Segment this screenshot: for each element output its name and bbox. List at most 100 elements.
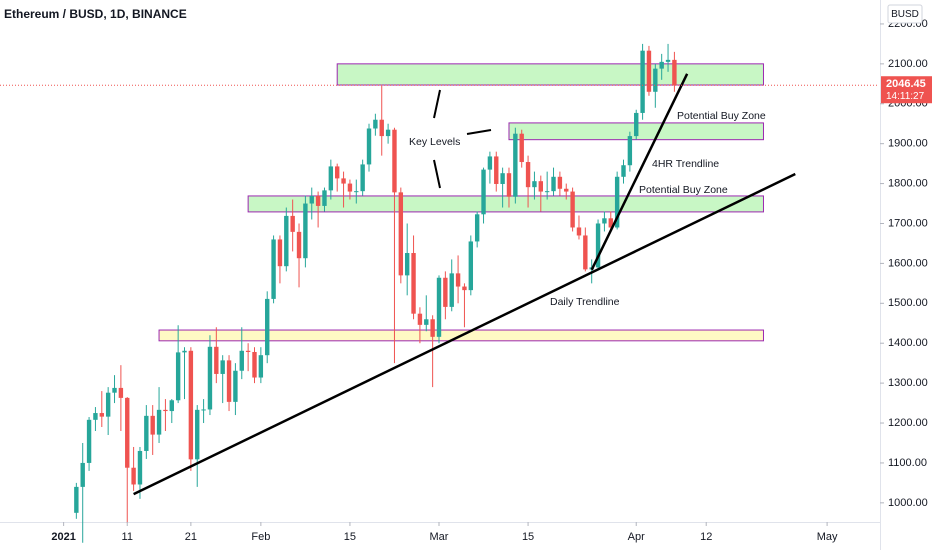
pointer-line (433, 159, 441, 189)
candle-body (404, 253, 410, 276)
candle-body (112, 387, 117, 393)
currency[interactable]: BUSD (891, 9, 919, 20)
x-tick-label: 15 (344, 531, 356, 543)
drawings (133, 73, 796, 496)
candle-body (252, 351, 257, 378)
trendline (590, 73, 689, 271)
x-tick-label: Apr (628, 531, 645, 543)
candle-body (258, 355, 264, 378)
candle-body (474, 214, 480, 242)
zone (336, 63, 764, 86)
candle-body (341, 178, 346, 184)
x-tick-label: 12 (700, 531, 712, 543)
annotation: Potential Buy Zone (639, 184, 728, 196)
candle-body (544, 191, 550, 193)
y-tick-label: 1500.00 (888, 297, 928, 309)
candle-body (169, 400, 174, 412)
candle-body (436, 277, 442, 337)
last-price-label: 2046.45 (886, 78, 926, 90)
x-tick-label: 2021 (51, 531, 75, 543)
candle-body (532, 181, 537, 188)
y-tick-label: 1800.00 (888, 177, 928, 189)
candle-body (672, 59, 677, 86)
y-tick-label: 1000.00 (888, 497, 928, 509)
candle-body (347, 183, 353, 192)
candle-body (417, 313, 423, 325)
y-tick-label: 1200.00 (888, 417, 928, 429)
candle-body (99, 413, 104, 417)
candle-body (411, 253, 416, 314)
candle-body (513, 133, 518, 197)
candle-body (175, 352, 181, 401)
candle-body (646, 50, 652, 92)
candle-body (634, 112, 639, 137)
candle-body (322, 190, 327, 206)
candle-body (226, 360, 232, 402)
candle-body (659, 61, 664, 69)
candle-body (195, 409, 200, 460)
candle-body (627, 136, 633, 166)
candle-body (239, 350, 244, 371)
candle-body (125, 397, 130, 468)
candle-body (105, 392, 111, 417)
y-tick-label: 1100.00 (888, 457, 927, 469)
candle-body (233, 370, 238, 402)
candle-body (614, 176, 620, 228)
candle-body (271, 239, 276, 299)
x-tick-label: May (817, 531, 838, 543)
candle-body (500, 173, 505, 184)
candle-body (118, 387, 124, 398)
x-tick-label: Mar (430, 531, 449, 543)
pointer-line (466, 129, 492, 135)
candle-body (303, 203, 308, 259)
candle-body (86, 419, 92, 463)
candle-body (137, 450, 143, 485)
last-price-box (881, 76, 932, 104)
candle-body (449, 273, 454, 307)
candle-body (653, 68, 658, 92)
countdown: 14:11:27 (886, 91, 925, 102)
candle-body (506, 173, 512, 197)
candle-body (335, 166, 340, 179)
pointer-line (433, 89, 441, 119)
chart-title: Ethereum / BUSD, 1D, BINANCE (4, 7, 187, 21)
candle-body (494, 156, 499, 184)
candle-body (519, 133, 524, 163)
candle-body (93, 413, 98, 420)
candle-body (207, 346, 213, 410)
annotation: 4HR Trendline (652, 158, 719, 170)
candle-body (315, 195, 321, 206)
candle-body (131, 467, 136, 485)
zone (247, 195, 764, 213)
candle-body (392, 129, 397, 193)
candle-body (150, 415, 155, 435)
candle-body (424, 319, 429, 325)
y-tick-label: 2100.00 (888, 58, 928, 70)
candle-body (309, 195, 314, 204)
candle-body (462, 286, 467, 291)
annotation: Potential Buy Zone (677, 110, 766, 122)
y-tick-label: 1400.00 (888, 337, 928, 349)
candle-body (188, 350, 194, 460)
x-tick-label: 21 (185, 531, 197, 543)
candle-body (640, 50, 645, 113)
candle-body (245, 350, 251, 352)
y-tick-label: 1300.00 (888, 377, 928, 389)
candle-body (570, 191, 575, 228)
candle-body (455, 273, 461, 287)
candle-body (277, 239, 283, 267)
candle-body (296, 231, 302, 259)
candle-body (366, 128, 372, 165)
x-tick-label: Feb (251, 531, 270, 543)
currency-box[interactable] (887, 4, 923, 24)
candle-body (608, 218, 613, 228)
candle-body (379, 119, 384, 137)
candle-body (182, 350, 187, 353)
candle-body (74, 486, 79, 513)
candle-body (602, 218, 607, 224)
candle-body (487, 156, 493, 170)
candle-body (576, 227, 582, 236)
candle-body (595, 223, 601, 268)
candle-body (328, 166, 334, 191)
